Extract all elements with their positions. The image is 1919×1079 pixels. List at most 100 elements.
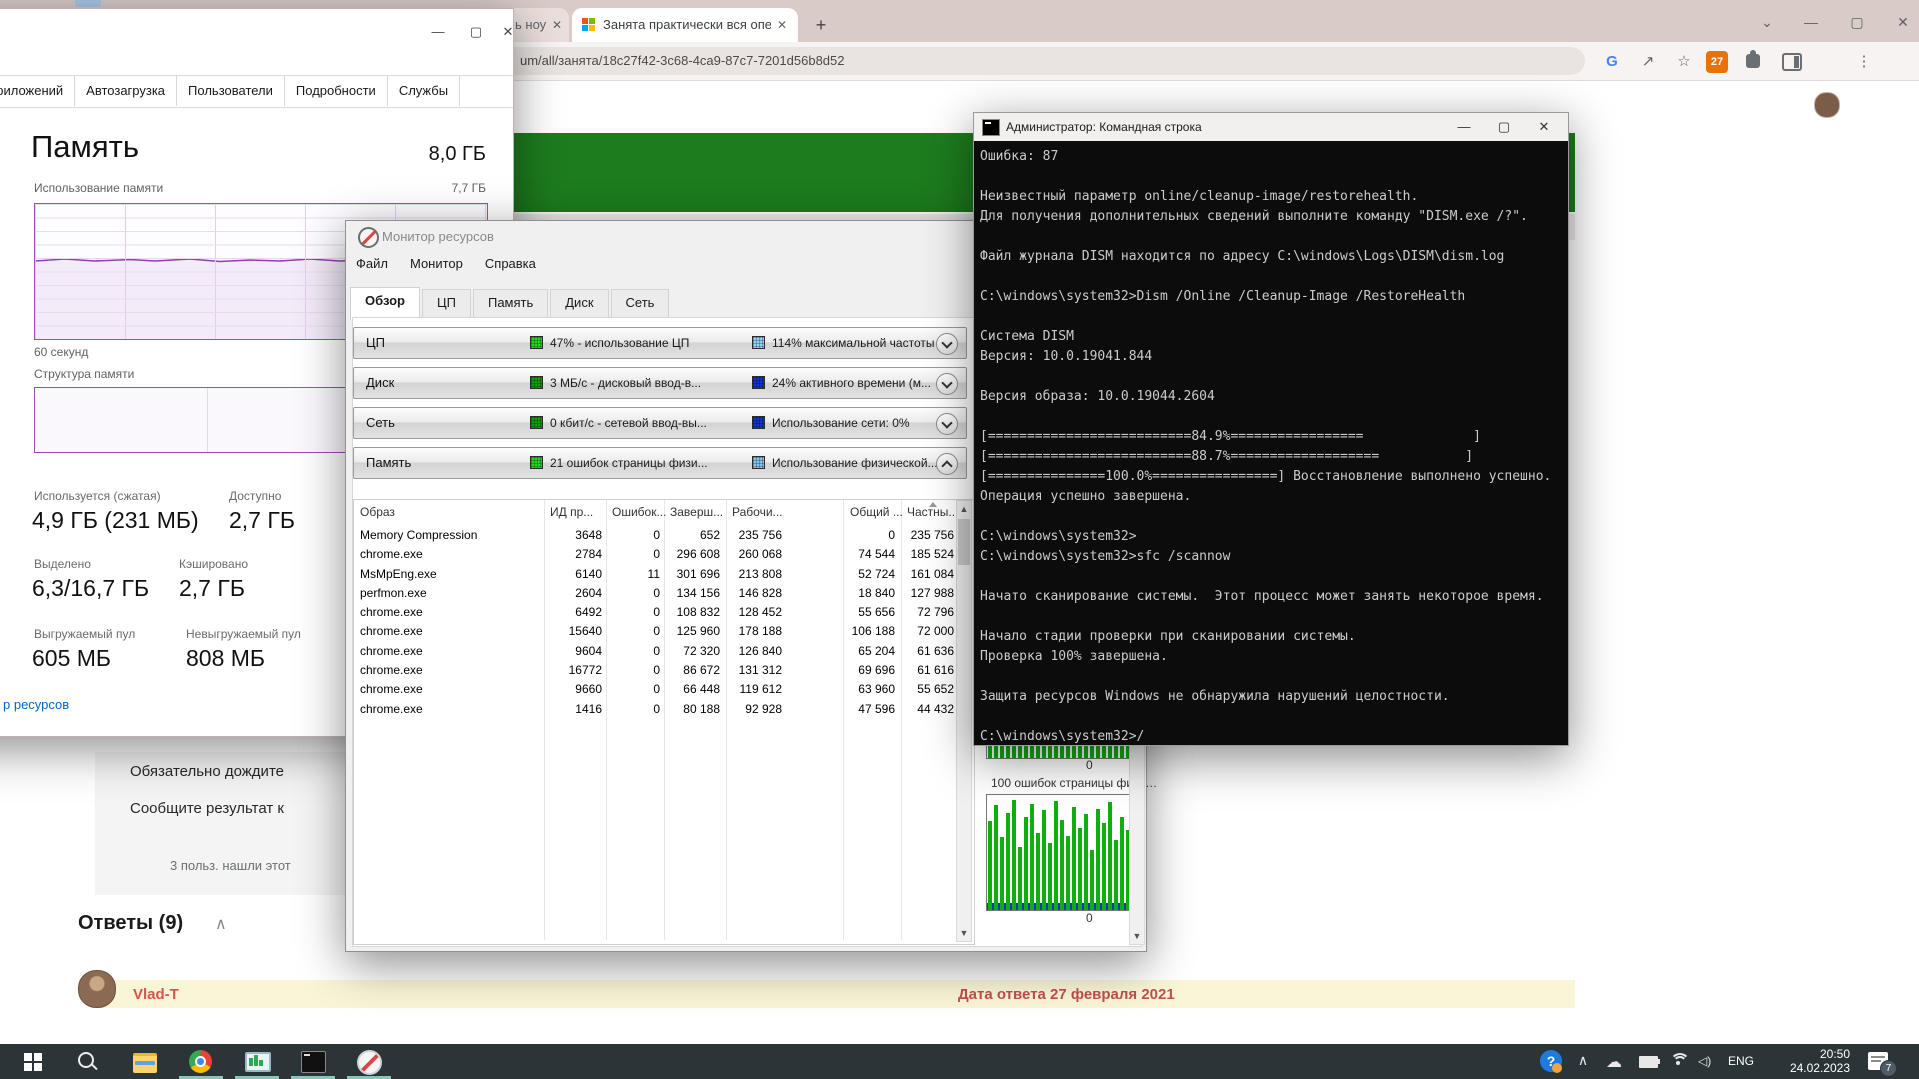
table-row[interactable]: chrome.exe 16772 0 86 672 131 312 69 696… bbox=[354, 661, 958, 680]
rm-tab-overview[interactable]: Обзор bbox=[350, 287, 420, 320]
col-header-workingset[interactable]: Рабочи... bbox=[732, 505, 783, 519]
tab-close-icon[interactable]: ✕ bbox=[551, 18, 563, 32]
process-workingset: 260 068 bbox=[738, 547, 782, 562]
search-icon bbox=[78, 1052, 94, 1068]
rm-memory-faults-chart bbox=[986, 794, 1133, 911]
console-line bbox=[980, 407, 1568, 427]
process-commit: 80 188 bbox=[683, 701, 720, 716]
profile-avatar[interactable] bbox=[1814, 92, 1840, 118]
table-row[interactable]: chrome.exe 9660 0 66 448 119 612 63 960 … bbox=[354, 680, 958, 699]
browser-maximize-button[interactable]: ▢ bbox=[1850, 14, 1864, 30]
google-g-icon[interactable]: G bbox=[1606, 53, 1618, 70]
col-header-commit[interactable]: Заверш... bbox=[670, 505, 724, 519]
tm-seconds-label: 60 секунд bbox=[34, 345, 89, 359]
cmd-console[interactable]: Ошибка: 87 Неизвестный параметр online/c… bbox=[974, 141, 1568, 745]
col-header-shareable[interactable]: Общий ... bbox=[850, 505, 903, 519]
tm-close-button[interactable]: ✕ bbox=[502, 24, 514, 39]
chrome-button[interactable] bbox=[178, 1044, 224, 1079]
chevron-down-icon[interactable] bbox=[936, 373, 958, 395]
chevron-up-icon[interactable] bbox=[936, 453, 958, 475]
col-header-image[interactable]: Образ bbox=[360, 505, 395, 519]
table-row[interactable]: chrome.exe 6492 0 108 832 128 452 55 656… bbox=[354, 603, 958, 622]
author-name[interactable]: Vlad-T bbox=[133, 986, 179, 1003]
stat-value: 808 МБ bbox=[186, 645, 266, 671]
bookmark-star-icon[interactable]: ☆ bbox=[1677, 53, 1691, 70]
language-indicator[interactable]: ENG bbox=[1728, 1054, 1755, 1068]
rm-tab-disk[interactable]: Диск bbox=[550, 289, 609, 318]
rm-menu-item[interactable]: Монитор bbox=[409, 256, 463, 271]
rm-section-cpu[interactable]: ЦП 47% - использование ЦП 114% максималь… bbox=[353, 327, 967, 359]
browser-tab-2[interactable]: Занята практически вся операт ✕ bbox=[572, 8, 798, 42]
speaker-icon[interactable]: ◁) bbox=[1698, 1054, 1712, 1068]
tm-tab[interactable]: урнал приложений bbox=[0, 76, 76, 106]
puzzle-extensions-icon[interactable] bbox=[1746, 50, 1760, 68]
rm-section-disk[interactable]: Диск 3 МБ/с - дисковый ввод-в... 24% акт… bbox=[353, 367, 967, 399]
chevron-down-icon[interactable] bbox=[936, 413, 958, 435]
col-header-pid[interactable]: ИД пр... bbox=[550, 505, 594, 519]
table-row[interactable]: chrome.exe 15640 0 125 960 178 188 106 1… bbox=[354, 622, 958, 641]
search-button[interactable] bbox=[64, 1044, 110, 1079]
tm-tab[interactable]: Подробности bbox=[285, 76, 388, 106]
new-tab-button[interactable]: + bbox=[815, 15, 827, 35]
share-icon[interactable]: ↗ bbox=[1641, 53, 1655, 70]
process-pid: 9660 bbox=[575, 682, 602, 697]
side-panel-icon[interactable] bbox=[1782, 53, 1802, 71]
table-row[interactable]: chrome.exe 9604 0 72 320 126 840 65 204 … bbox=[354, 642, 958, 661]
taskbar: ? ∧ ☁ ◁) ENG 20:50 24.02.2023 7 bbox=[0, 1044, 1919, 1079]
browser-close-button[interactable]: ✕ bbox=[1897, 14, 1909, 30]
resource-monitor-button[interactable] bbox=[346, 1044, 392, 1079]
tm-maximize-button[interactable]: ▢ bbox=[469, 24, 483, 39]
cmd-taskbar-button[interactable] bbox=[290, 1044, 336, 1079]
table-row[interactable]: chrome.exe 2784 0 296 608 260 068 74 544… bbox=[354, 545, 958, 564]
process-hardfaults: 0 bbox=[653, 701, 660, 716]
browser-minimize-button[interactable]: — bbox=[1804, 14, 1818, 30]
tab-close-icon[interactable]: ✕ bbox=[776, 18, 788, 32]
rm-title: Монитор ресурсов bbox=[382, 229, 494, 244]
scroll-down-icon[interactable]: ▼ bbox=[1130, 928, 1144, 944]
green-led-icon bbox=[530, 456, 543, 469]
tm-minimize-button[interactable]: — bbox=[431, 24, 445, 39]
rm-menu-item[interactable]: Справка bbox=[484, 256, 536, 271]
table-row[interactable]: chrome.exe 1416 0 80 188 92 928 47 596 4… bbox=[354, 700, 958, 719]
cmd-close-button[interactable]: ✕ bbox=[1538, 119, 1550, 134]
tm-tab[interactable]: Пользователи bbox=[177, 76, 285, 106]
col-header-private[interactable]: Частны... bbox=[907, 505, 959, 519]
scroll-down-icon[interactable]: ▼ bbox=[957, 925, 971, 941]
onedrive-cloud-icon[interactable]: ☁ bbox=[1606, 1054, 1622, 1071]
col-header-hardfaults[interactable]: Ошибок... bbox=[612, 505, 667, 519]
cmd-minimize-button[interactable]: — bbox=[1457, 119, 1471, 134]
task-manager-button[interactable] bbox=[234, 1044, 280, 1079]
process-hardfaults: 11 bbox=[647, 566, 660, 581]
battery-icon[interactable] bbox=[1639, 1056, 1660, 1068]
rm-tab-memory[interactable]: Память bbox=[472, 289, 549, 318]
extension-badge-27[interactable]: 27 bbox=[1706, 51, 1728, 73]
tm-tab[interactable]: Службы bbox=[388, 76, 461, 106]
chevron-down-icon[interactable] bbox=[936, 333, 958, 355]
table-row[interactable]: perfmon.exe 2604 0 134 156 146 828 18 84… bbox=[354, 584, 958, 603]
rm-tab-network[interactable]: Сеть bbox=[610, 289, 670, 318]
start-button[interactable] bbox=[10, 1044, 56, 1079]
tab-search-icon[interactable]: ⌄ bbox=[1761, 14, 1773, 30]
stat-value: 2,7 ГБ bbox=[229, 507, 295, 533]
rm-tab-cpu[interactable]: ЦП bbox=[422, 289, 471, 318]
tm-tab[interactable]: Автозагрузка bbox=[75, 76, 178, 106]
process-hardfaults: 0 bbox=[653, 585, 660, 600]
collapse-answers-icon[interactable]: ∧ bbox=[215, 916, 227, 933]
kebab-menu-icon[interactable]: ⋮ bbox=[1856, 53, 1872, 70]
table-row[interactable]: MsMpEng.exe 6140 11 301 696 213 808 52 7… bbox=[354, 565, 958, 584]
clock[interactable]: 20:50 24.02.2023 bbox=[1772, 1047, 1850, 1075]
open-resource-monitor-link[interactable]: р ресурсов bbox=[3, 697, 70, 712]
rm-menu-item[interactable]: Файл bbox=[356, 256, 388, 271]
rm-section-memory[interactable]: Память 21 ошибок страницы физи... Исполь… bbox=[353, 447, 967, 479]
scroll-up-icon[interactable]: ▲ bbox=[957, 501, 971, 517]
tray-chevron-icon[interactable]: ∧ bbox=[1577, 1052, 1589, 1068]
rm-section-network[interactable]: Сеть 0 кбит/с - сетевой ввод-вы... Испол… bbox=[353, 407, 967, 439]
process-name: perfmon.exe bbox=[360, 585, 427, 600]
table-row[interactable]: Memory Compression 3648 0 652 235 756 0 … bbox=[354, 526, 958, 545]
wifi-icon[interactable] bbox=[1669, 1053, 1690, 1067]
rm-table-rows: Memory Compression 3648 0 652 235 756 0 … bbox=[354, 526, 958, 719]
browser-tab-1[interactable]: ь ноу ✕ bbox=[503, 8, 569, 42]
table-scrollbar[interactable]: ▲ ▼ bbox=[956, 500, 972, 942]
file-explorer-button[interactable] bbox=[122, 1044, 168, 1079]
cmd-maximize-button[interactable]: ▢ bbox=[1497, 119, 1511, 134]
